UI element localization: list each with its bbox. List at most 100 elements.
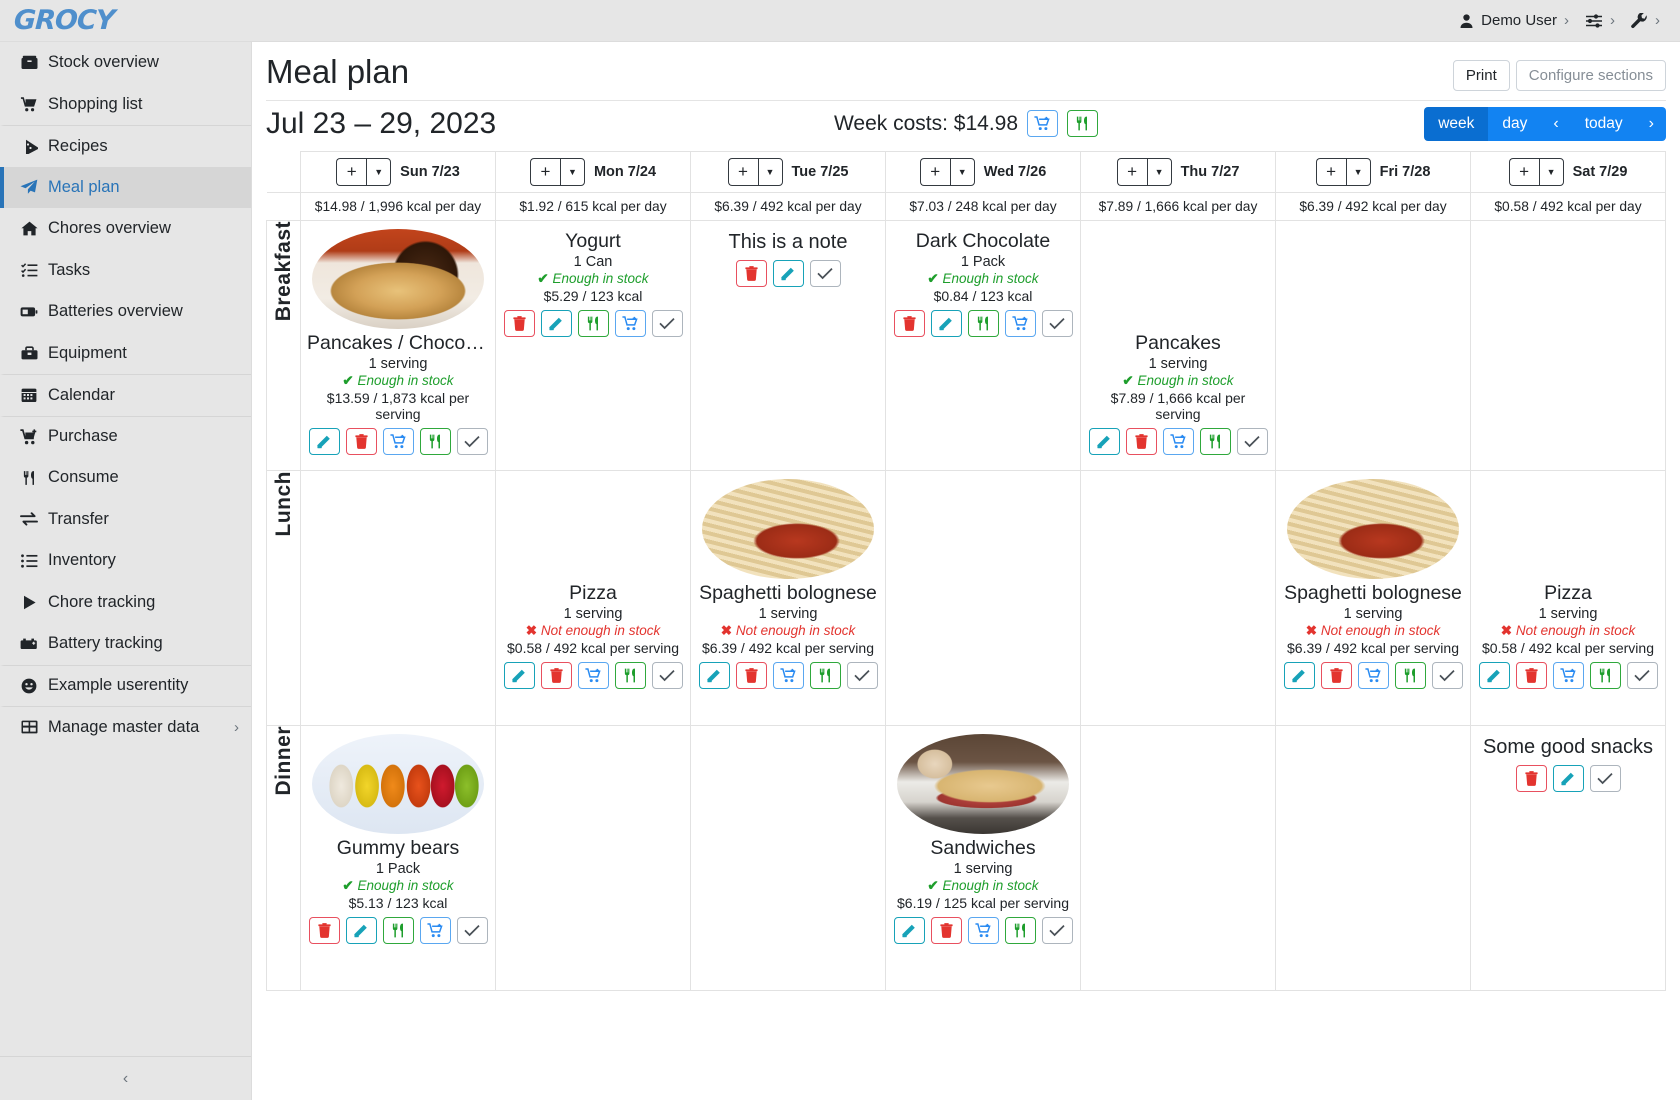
configure-sections-button[interactable]: Configure sections [1515, 60, 1666, 91]
add-entry-button[interactable]: + [919, 157, 950, 186]
sidebar-item-batteries-overview[interactable]: Batteries overview [0, 291, 251, 333]
add-to-shopping-list-button[interactable] [772, 661, 804, 689]
settings-menu[interactable]: › [1579, 8, 1621, 33]
delete-entry-button[interactable] [1125, 427, 1157, 455]
meal-plan-cell[interactable]: Pizza 1 serving ✖ Not enough in stock $0.58… [1470, 469, 1666, 726]
add-to-shopping-list-button[interactable] [967, 916, 999, 944]
edit-entry-button[interactable] [540, 309, 572, 337]
edit-entry-button[interactable] [1283, 661, 1315, 689]
meal-plan-cell[interactable] [1275, 724, 1471, 991]
delete-entry-button[interactable] [1515, 661, 1547, 689]
add-entry-dropdown-button[interactable]: ▼ [1538, 157, 1564, 186]
add-entry-dropdown-button[interactable]: ▼ [366, 157, 392, 186]
sidebar-item-manage-master-data[interactable]: Manage master data › [0, 706, 251, 748]
consume-button[interactable] [382, 916, 414, 944]
add-to-shopping-list-button[interactable] [614, 309, 646, 337]
add-entry-dropdown-button[interactable]: ▼ [757, 157, 783, 186]
consume-button[interactable] [1589, 661, 1621, 689]
meal-plan-cell[interactable] [690, 724, 886, 991]
delete-entry-button[interactable] [735, 661, 767, 689]
mark-done-button[interactable] [456, 916, 488, 944]
consume-week-button[interactable] [1067, 110, 1099, 138]
delete-entry-button[interactable] [503, 309, 535, 337]
add-entry-button[interactable]: + [1116, 157, 1147, 186]
consume-button[interactable] [1394, 661, 1426, 689]
consume-button[interactable] [419, 427, 451, 455]
mark-done-button[interactable] [809, 259, 841, 287]
meal-plan-cell[interactable] [300, 469, 496, 726]
sidebar-collapse-button[interactable]: ‹ [0, 1056, 251, 1100]
mark-done-button[interactable] [1589, 764, 1621, 792]
sidebar-item-shopping-list[interactable]: Shopping list [0, 84, 251, 126]
delete-entry-button[interactable] [930, 916, 962, 944]
add-entry-dropdown-button[interactable]: ▼ [559, 157, 585, 186]
delete-entry-button[interactable] [540, 661, 572, 689]
consume-button[interactable] [1199, 427, 1231, 455]
sidebar-item-example-userentity[interactable]: Example userentity [0, 664, 251, 707]
meal-plan-cell[interactable]: Some good snacks [1470, 724, 1666, 991]
print-button[interactable]: Print [1452, 60, 1510, 91]
meal-plan-cell[interactable]: Sandwiches 1 serving ✔ Enough in stock $6.1… [885, 724, 1081, 991]
meal-plan-cell[interactable]: Gummy bears 1 Pack ✔ Enough in stock $5.13 … [300, 724, 496, 991]
mark-done-button[interactable] [1431, 661, 1463, 689]
tools-menu[interactable]: › [1625, 8, 1666, 33]
prev-period-button[interactable]: ‹ [1541, 106, 1571, 141]
delete-entry-button[interactable] [735, 259, 767, 287]
meal-plan-cell[interactable]: Pancakes / Chocol… 1 serving ✔ Enough in s… [300, 219, 496, 471]
meal-plan-cell[interactable] [1080, 469, 1276, 726]
view-day-button[interactable]: day [1488, 106, 1542, 141]
add-week-to-shopping-list-button[interactable] [1027, 110, 1059, 138]
meal-plan-cell[interactable]: Dark Chocolate 1 Pack ✔ Enough in stock $0.… [885, 219, 1081, 471]
today-button[interactable]: today [1570, 106, 1637, 141]
add-to-shopping-list-button[interactable] [1162, 427, 1194, 455]
add-entry-dropdown-button[interactable]: ▼ [949, 157, 975, 186]
edit-entry-button[interactable] [345, 916, 377, 944]
meal-plan-cell[interactable]: Spaghetti bolognese 1 serving ✖ Not enough… [1275, 469, 1471, 726]
sidebar-item-chores-overview[interactable]: Chores overview [0, 208, 251, 250]
mark-done-button[interactable] [1041, 309, 1073, 337]
add-entry-button[interactable]: + [1508, 157, 1539, 186]
meal-plan-cell[interactable]: This is a note [690, 219, 886, 471]
add-to-shopping-list-button[interactable] [577, 661, 609, 689]
view-week-button[interactable]: week [1424, 106, 1489, 141]
brand-logo[interactable]: GROCY [0, 5, 252, 36]
meal-plan-cell[interactable] [1470, 219, 1666, 471]
add-to-shopping-list-button[interactable] [1357, 661, 1389, 689]
consume-button[interactable] [809, 661, 841, 689]
edit-entry-button[interactable] [1088, 427, 1120, 455]
delete-entry-button[interactable] [308, 916, 340, 944]
sidebar-item-chore-tracking[interactable]: Chore tracking [0, 582, 251, 624]
add-to-shopping-list-button[interactable] [382, 427, 414, 455]
sidebar-item-meal-plan[interactable]: Meal plan [0, 166, 251, 208]
add-entry-button[interactable]: + [336, 157, 367, 186]
mark-done-button[interactable] [846, 661, 878, 689]
consume-button[interactable] [967, 309, 999, 337]
sidebar-item-inventory[interactable]: Inventory [0, 540, 251, 582]
user-menu[interactable]: Demo User › [1453, 8, 1575, 33]
delete-entry-button[interactable] [1515, 764, 1547, 792]
edit-entry-button[interactable] [503, 661, 535, 689]
sidebar-item-battery-tracking[interactable]: Battery tracking [0, 623, 251, 665]
add-entry-button[interactable]: + [529, 157, 560, 186]
consume-button[interactable] [1004, 916, 1036, 944]
edit-entry-button[interactable] [1552, 764, 1584, 792]
mark-done-button[interactable] [1041, 916, 1073, 944]
mark-done-button[interactable] [651, 661, 683, 689]
add-to-shopping-list-button[interactable] [1004, 309, 1036, 337]
delete-entry-button[interactable] [1320, 661, 1352, 689]
edit-entry-button[interactable] [930, 309, 962, 337]
sidebar-item-transfer[interactable]: Transfer [0, 499, 251, 541]
edit-entry-button[interactable] [772, 259, 804, 287]
meal-plan-cell[interactable]: Spaghetti bolognese 1 serving ✖ Not enough… [690, 469, 886, 726]
delete-entry-button[interactable] [893, 309, 925, 337]
consume-button[interactable] [614, 661, 646, 689]
delete-entry-button[interactable] [345, 427, 377, 455]
meal-plan-cell[interactable] [885, 469, 1081, 726]
sidebar-item-tasks[interactable]: Tasks [0, 250, 251, 292]
add-to-shopping-list-button[interactable] [1552, 661, 1584, 689]
sidebar-item-stock-overview[interactable]: Stock overview [0, 42, 251, 84]
add-to-shopping-list-button[interactable] [419, 916, 451, 944]
meal-plan-cell[interactable]: Yogurt 1 Can ✔ Enough in stock $5.29 / 123 … [495, 219, 691, 471]
mark-done-button[interactable] [456, 427, 488, 455]
sidebar-item-consume[interactable]: Consume [0, 457, 251, 499]
